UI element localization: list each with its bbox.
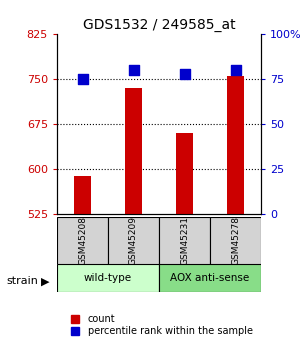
Bar (176, 133, 194, 214)
Legend: count, percentile rank within the sample: count, percentile rank within the sample (61, 310, 256, 340)
Point (80, 77, 85, 82)
Point (233, 68, 238, 73)
Text: ▶: ▶ (40, 276, 49, 286)
Point (131, 68, 136, 73)
Bar (210, 217, 261, 264)
Text: strain: strain (6, 276, 38, 286)
Text: GSM45208: GSM45208 (78, 216, 87, 265)
Bar (159, 264, 261, 292)
Bar (108, 217, 159, 264)
Bar (57, 217, 108, 264)
Bar (159, 217, 210, 264)
Text: wild-type: wild-type (84, 273, 132, 283)
Title: GDS1532 / 249585_at: GDS1532 / 249585_at (83, 18, 235, 32)
Bar (226, 76, 244, 214)
Point (182, 71, 187, 77)
Text: GSM45209: GSM45209 (129, 216, 138, 265)
Bar (57, 264, 159, 292)
Bar (74, 176, 92, 214)
Text: GSM45278: GSM45278 (231, 216, 240, 265)
Bar (124, 88, 142, 214)
Text: GSM45231: GSM45231 (180, 216, 189, 265)
Text: AOX anti-sense: AOX anti-sense (170, 273, 250, 283)
